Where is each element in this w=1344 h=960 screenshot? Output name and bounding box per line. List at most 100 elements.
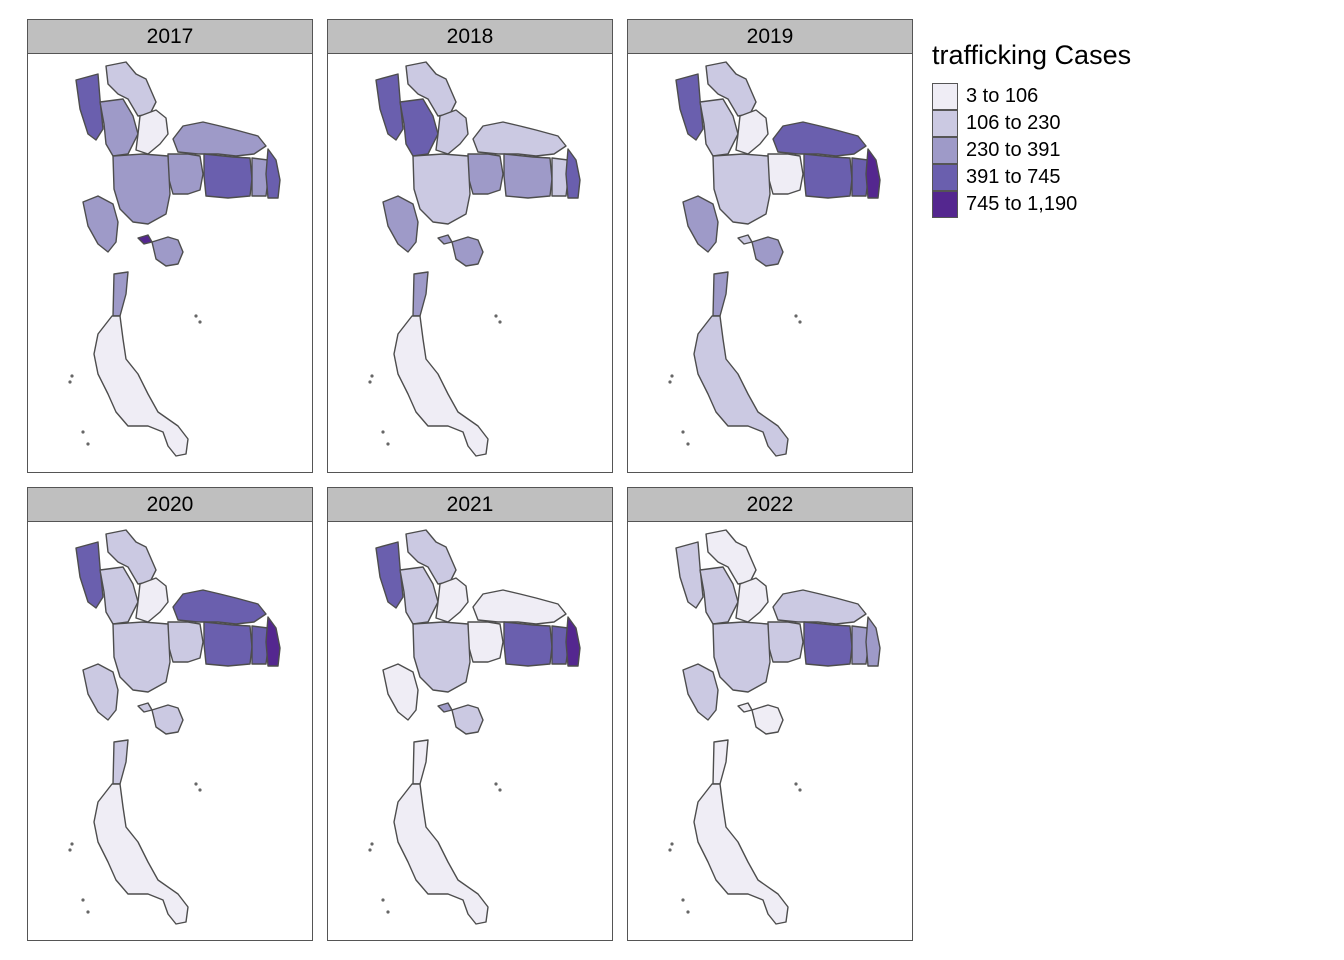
island <box>686 910 690 914</box>
panel-title: 2019 <box>746 24 794 48</box>
province-group <box>68 61 281 457</box>
province-west <box>682 663 719 721</box>
province-west <box>82 663 119 721</box>
island <box>370 374 374 378</box>
province-south_top <box>412 271 429 317</box>
legend-label: 230 to 391 <box>966 139 1061 161</box>
panel-title: 2022 <box>746 492 794 516</box>
province-nw <box>75 73 104 141</box>
island <box>70 842 74 846</box>
province-ne_top <box>772 589 867 625</box>
island <box>198 320 202 324</box>
island <box>198 788 202 792</box>
panel-header: 2022 <box>628 488 912 522</box>
province-south_top <box>412 739 429 785</box>
province-bkk <box>437 702 453 713</box>
legend-item: 391 to 745 <box>932 164 1131 191</box>
province-n3 <box>135 109 169 155</box>
province-ne_far <box>265 616 281 667</box>
province-ne_top <box>472 589 567 625</box>
panel-header: 2019 <box>628 20 912 54</box>
province-ne2 <box>203 153 253 199</box>
province-nw <box>675 541 704 609</box>
province-south <box>393 783 489 925</box>
map-panel: 2020 <box>27 487 313 941</box>
province-south_top <box>712 271 729 317</box>
province-bkk <box>437 234 453 245</box>
province-central <box>712 621 771 693</box>
island <box>386 910 390 914</box>
island <box>86 910 90 914</box>
island <box>668 848 672 852</box>
legend-label: 106 to 230 <box>966 112 1061 134</box>
island <box>794 314 798 318</box>
province-central <box>112 153 171 225</box>
province-east <box>151 236 184 267</box>
province-ne_top <box>172 121 267 157</box>
panel-title: 2020 <box>146 492 194 516</box>
province-south <box>693 783 789 925</box>
island <box>798 320 802 324</box>
province-ne_top <box>172 589 267 625</box>
island <box>368 380 372 384</box>
island <box>798 788 802 792</box>
province-ne2 <box>203 621 253 667</box>
province-ne1 <box>467 621 504 663</box>
province-n2 <box>399 566 439 625</box>
province-ne_far <box>865 148 881 199</box>
island <box>81 430 85 434</box>
province-east <box>451 236 484 267</box>
map-panel: 2018 <box>327 19 613 473</box>
legend-item: 106 to 230 <box>932 110 1131 137</box>
thailand-map <box>368 61 581 457</box>
thailand-map <box>68 529 281 925</box>
island <box>494 314 498 318</box>
legend-swatch <box>932 164 958 191</box>
island <box>494 782 498 786</box>
panel-title: 2018 <box>446 24 494 48</box>
province-bkk <box>137 234 153 245</box>
province-n3 <box>135 577 169 623</box>
province-ne_top <box>772 121 867 157</box>
panel-title: 2017 <box>146 24 194 48</box>
province-bkk <box>737 234 753 245</box>
legend-swatch <box>932 137 958 164</box>
panel-header: 2018 <box>328 20 612 54</box>
island <box>681 898 685 902</box>
province-bkk <box>137 702 153 713</box>
legend-title: trafficking Cases <box>932 40 1132 70</box>
island <box>498 320 502 324</box>
province-n2 <box>399 98 439 157</box>
thailand-map <box>368 529 581 925</box>
province-ne2 <box>503 621 553 667</box>
province-ne2 <box>503 153 553 199</box>
legend-label: 391 to 745 <box>966 166 1061 188</box>
province-ne1 <box>467 153 504 195</box>
thailand-map <box>668 529 881 925</box>
province-group <box>68 529 281 925</box>
province-south <box>93 315 189 457</box>
island <box>86 442 90 446</box>
legend-item: 230 to 391 <box>932 137 1131 164</box>
province-ne1 <box>767 621 804 663</box>
map-panel: 2019 <box>627 19 913 473</box>
province-east <box>751 236 784 267</box>
province-n3 <box>735 109 769 155</box>
province-south_top <box>712 739 729 785</box>
island <box>194 314 198 318</box>
thailand-map <box>68 61 281 457</box>
province-east <box>451 704 484 735</box>
province-n3 <box>435 109 469 155</box>
map-panel: 2022 <box>627 487 913 941</box>
island <box>670 842 674 846</box>
province-south <box>93 783 189 925</box>
island <box>498 788 502 792</box>
province-group <box>668 61 881 457</box>
panel-header: 2020 <box>28 488 312 522</box>
province-nw <box>75 541 104 609</box>
legend-label: 745 to 1,190 <box>966 193 1078 215</box>
legend-item: 745 to 1,190 <box>932 191 1131 218</box>
province-ne1 <box>167 621 204 663</box>
province-ne2 <box>803 621 853 667</box>
province-ne_far <box>565 148 581 199</box>
